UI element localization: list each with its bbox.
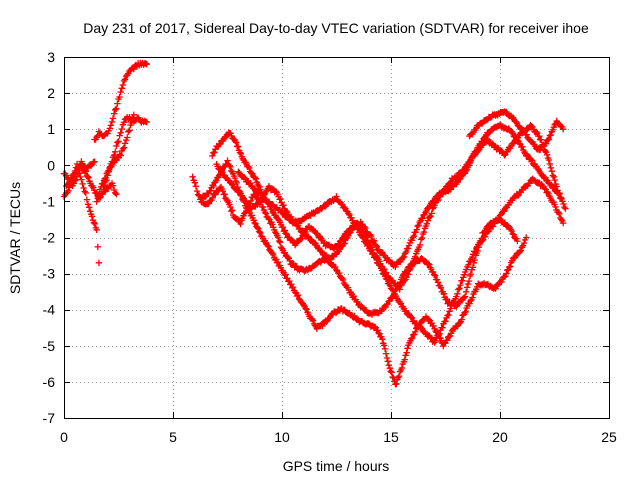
data-series [235,168,567,346]
x-tick-label: 15 [383,429,399,445]
y-tick-label: -7 [43,410,56,426]
data-series [93,111,137,205]
series-markers [91,59,150,143]
data-series [91,59,150,143]
chart-title: Day 231 of 2017, Sidereal Day-to-day VTE… [83,20,589,36]
x-axis-label: GPS time / hours [283,458,390,474]
series-markers [235,168,567,346]
data-series [198,157,530,388]
data-series [63,162,120,201]
y-axis-label: SDTVAR / TECUs [7,182,23,294]
y-tick-label: 3 [47,49,55,65]
x-axis-ticks: 0 5 10 15 20 25 [60,57,617,445]
y-tick-label: -1 [43,193,56,209]
data-series [466,108,567,154]
series-markers [63,162,120,201]
y-tick-label: -2 [43,230,56,246]
y-tick-label: -4 [43,302,56,318]
x-tick-label: 0 [60,429,68,445]
data-marks [60,59,569,388]
x-tick-label: 20 [492,429,508,445]
x-tick-label: 5 [169,429,177,445]
series-markers [93,111,137,205]
y-tick-label: 2 [47,85,55,101]
y-axis-ticks: 3 2 1 0 -1 -2 -3 -4 -5 -6 -7 [43,49,609,426]
y-tick-label: 1 [47,121,55,137]
series-markers [198,157,530,388]
x-tick-label: 25 [601,429,617,445]
y-tick-label: -5 [43,338,56,354]
y-tick-label: -3 [43,266,56,282]
y-tick-label: -6 [43,374,56,390]
x-tick-label: 10 [274,429,290,445]
y-tick-label: 0 [47,157,55,173]
series-markers [466,108,567,154]
